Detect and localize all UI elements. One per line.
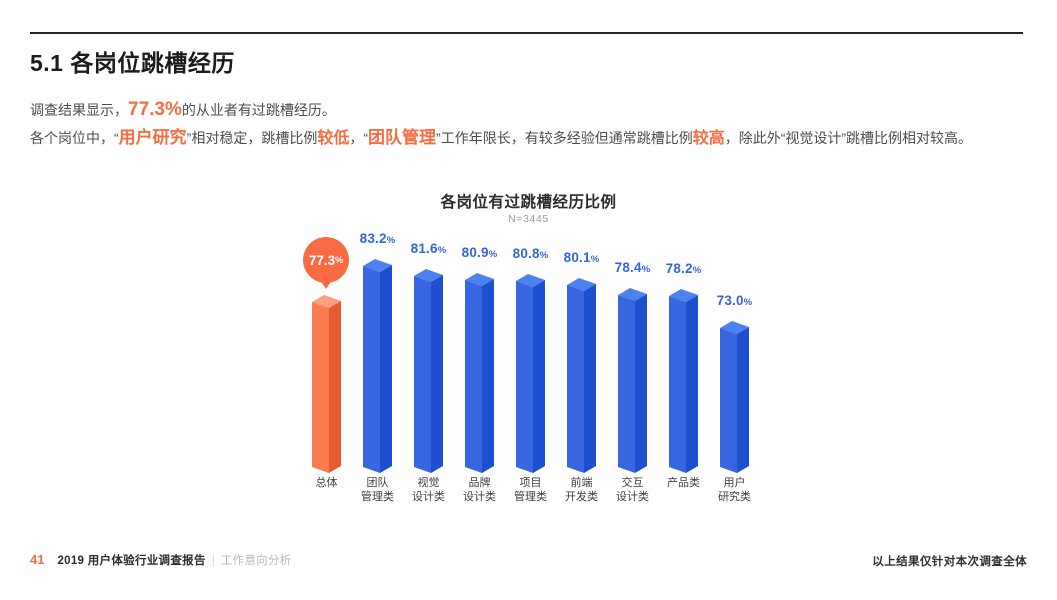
bar-column: 81.6% 视觉 设计类 <box>403 230 454 515</box>
bar-column: 73.0% 用户 研究类 <box>709 230 760 515</box>
intro-segment: ，除此外“视觉设计”跳槽比例相对较高。 <box>724 130 973 146</box>
intro-line-2: 各个岗位中，“用户研究”相对稳定，跳槽比例较低，“团队管理”工作年限长，有较多经… <box>30 124 972 152</box>
bar-3d-shape <box>669 289 698 473</box>
chart-title: 各岗位有过跳槽经历比例 <box>440 194 617 211</box>
bar-column: 83.2% 团队 管理类 <box>352 230 403 515</box>
bar-value-label: 73.0% <box>716 293 753 308</box>
balloon-tail <box>320 280 332 289</box>
bar-column: 78.2% 产品类 <box>658 230 709 515</box>
bar-value-label: 80.9% <box>461 245 498 260</box>
bar-3d-shape <box>312 295 341 473</box>
bar-category-label: 品牌 设计类 <box>463 477 496 503</box>
bar-category-label: 总体 <box>315 477 338 489</box>
bar-category-label: 交互 设计类 <box>616 477 649 503</box>
bar-3d-shape <box>465 273 494 473</box>
bar-column: 80.9% 品牌 设计类 <box>454 230 505 515</box>
bar-column: 80.1% 前端 开发类 <box>556 230 607 515</box>
bar-value-label: 78.2% <box>665 261 702 276</box>
bar-category-label: 产品类 <box>667 477 700 489</box>
bar-value-label: 81.6% <box>410 241 447 256</box>
page-number: 41 <box>30 552 45 567</box>
bar-category-label: 前端 开发类 <box>565 477 598 503</box>
intro-segment: 较低 <box>317 130 350 147</box>
bar-value-label: 78.4% <box>614 260 651 275</box>
bar-3d-shape <box>363 259 392 473</box>
bar-column: 78.4% 交互 设计类 <box>607 230 658 515</box>
bar-value-label: 80.8% <box>512 246 549 261</box>
bar-category-label: 用户 研究类 <box>718 477 751 503</box>
page-title: 5.1 各岗位跳槽经历 <box>30 50 235 76</box>
bar-3d-shape <box>516 274 545 473</box>
intro-segment: 团队管理 <box>368 128 437 147</box>
intro-segment: ，“ <box>349 130 369 146</box>
bar-3d-shape <box>414 269 443 473</box>
bar-category-label: 项目 管理类 <box>514 477 547 503</box>
intro-line-1: 调查结果显示，77.3%的从业者有过跳槽经历。 <box>30 96 972 124</box>
bar-value-label: 83.2% <box>359 231 396 246</box>
highlight-balloon: 77.3% <box>303 237 349 289</box>
bar-column: 77.3% 总体 <box>301 230 352 515</box>
intro-segment: 的从业者有过跳槽经历。 <box>181 102 336 118</box>
bar-value-label: 80.1% <box>563 250 600 265</box>
intro-segment: 各个岗位中，“ <box>30 130 119 146</box>
footer-report-title: 2019 用户体验行业调查报告 <box>57 555 206 567</box>
chart-canvas: 77.3% 总体 83.2% 团队 管理类 81.6% 视觉 设计类 80.9% 品牌 设计类… <box>301 230 760 515</box>
highlight-balloon-value: 77.3% <box>303 237 349 283</box>
intro-paragraph: 调查结果显示，77.3%的从业者有过跳槽经历。 各个岗位中，“用户研究”相对稳定… <box>30 96 972 152</box>
bar-category-label: 团队 管理类 <box>361 477 394 503</box>
footer-separator: | <box>211 555 215 567</box>
footer-section-name: 工作意向分析 <box>220 555 292 567</box>
intro-segment: 调查结果显示， <box>30 102 128 118</box>
top-rule <box>30 32 1023 34</box>
intro-segment: 77.3% <box>128 99 182 120</box>
footer-left: 41 2019 用户体验行业调查报告 | 工作意向分析 <box>30 552 292 568</box>
chart-sample-size: N=3445 <box>508 213 549 225</box>
bar-category-label: 视觉 设计类 <box>412 477 445 503</box>
footer-note: 以上结果仅针对本次调查全体 <box>872 556 1027 568</box>
bar-column: 80.8% 项目 管理类 <box>505 230 556 515</box>
intro-segment: ”相对稳定，跳槽比例 <box>186 130 318 146</box>
intro-segment: 用户研究 <box>118 128 187 147</box>
intro-segment: 较高 <box>692 130 725 147</box>
bar-3d-shape <box>567 278 596 473</box>
intro-segment: ”工作年限长，有较多经验但通常跳槽比例 <box>436 130 693 146</box>
bar-3d-shape <box>720 321 749 473</box>
bar-3d-shape <box>618 288 647 473</box>
